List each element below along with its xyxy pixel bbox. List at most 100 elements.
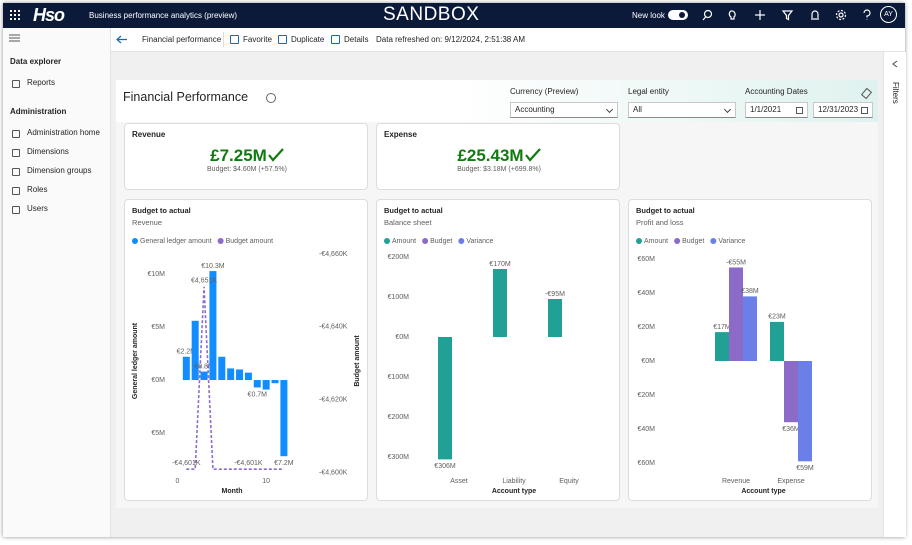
- nav-item[interactable]: Roles: [27, 185, 48, 194]
- legend-label: General ledger amount: [140, 238, 212, 245]
- x-tick-label: Liability: [502, 478, 526, 485]
- refresh-info: Data refreshed on: 9/12/2024, 2:51:38 AM: [376, 35, 525, 44]
- data-label: €38M: [741, 288, 759, 295]
- calendar-icon: [861, 107, 868, 114]
- legend-dot: [458, 238, 465, 244]
- filter-value: Accounting: [515, 105, 555, 114]
- x-axis-title: Account type: [492, 488, 536, 495]
- menu-icon[interactable]: [9, 34, 20, 42]
- y-tick-label: €100M: [388, 294, 410, 301]
- legend-label: Budget amount: [226, 238, 274, 245]
- bar: [182, 356, 190, 381]
- kpi-row: £25.43M: [377, 146, 621, 166]
- data-label: €10.3M: [201, 263, 225, 270]
- x-tick-label: 10: [262, 478, 270, 485]
- chart-title: Budget to actual: [636, 206, 695, 215]
- waffle-icon[interactable]: [10, 10, 21, 21]
- filter-dropdown[interactable]: All: [628, 102, 736, 118]
- y-tick-label: €10M: [147, 271, 165, 278]
- kpi-value: £25.43M: [457, 146, 524, 165]
- top-bar: Hso Business performance analytics (prev…: [3, 3, 905, 28]
- help-icon[interactable]: [266, 93, 276, 103]
- kpi-card: Revenue £7.25M Budget: $4.60M (+57.5%): [124, 123, 368, 190]
- date-input[interactable]: 12/31/2023: [813, 102, 873, 118]
- bar: [236, 369, 244, 381]
- bar: [729, 267, 743, 361]
- nav-item[interactable]: Dimension groups: [27, 166, 92, 175]
- action[interactable]: Details: [344, 35, 369, 44]
- chart-title: Budget to actual: [132, 206, 191, 215]
- nav-icon: [12, 80, 20, 88]
- avatar[interactable]: AY: [880, 6, 897, 23]
- y-axis-title: General ledger amount: [132, 322, 139, 399]
- y-tick-label: €60M: [637, 460, 655, 467]
- y-tick-label: €20M: [637, 392, 655, 399]
- action-icon: [331, 35, 340, 44]
- data-label: €170M: [489, 261, 511, 268]
- section-title: Data explorer: [10, 57, 62, 66]
- y-tick-label: €40M: [637, 290, 655, 297]
- x-tick-label: 0: [175, 478, 179, 485]
- section-title: Administration: [10, 107, 67, 116]
- x-axis-title: Month: [222, 488, 243, 495]
- calendar-icon: [796, 107, 803, 114]
- new-look-toggle[interactable]: [668, 10, 688, 20]
- date-input[interactable]: 1/1/2021: [745, 102, 808, 118]
- action-icon: [278, 35, 287, 44]
- y-tick-label: €40M: [637, 426, 655, 433]
- chart-subtitle: Balance sheet: [384, 218, 432, 227]
- nav-item[interactable]: Administration home: [27, 128, 100, 137]
- filter-value: All: [633, 105, 642, 114]
- nav-item[interactable]: Dimensions: [27, 147, 69, 156]
- data-label: -€4,601K: [234, 460, 263, 467]
- toolbar: Financial performance Data refreshed on:…: [111, 28, 905, 52]
- check-mark: [267, 148, 284, 162]
- legend-label: Budget: [430, 238, 452, 245]
- legend-dot: [710, 238, 717, 244]
- nav-icon: [12, 187, 20, 195]
- chart: Budget to actual Profit and loss Amount Bud…: [636, 206, 814, 495]
- date-value: 1/1/2021: [750, 105, 782, 114]
- filters-title[interactable]: Filters: [891, 82, 900, 104]
- legend-dot: [132, 238, 138, 244]
- page-name[interactable]: Financial performance: [142, 35, 222, 44]
- nav-icon: [12, 149, 20, 157]
- x-tick-label: Asset: [450, 478, 468, 485]
- action[interactable]: Favorite: [243, 35, 272, 44]
- chart-subtitle: Profit and loss: [636, 218, 684, 227]
- filter-dropdown[interactable]: Accounting: [510, 102, 618, 118]
- nav-item[interactable]: Users: [27, 204, 48, 213]
- filter-label: Accounting Dates: [745, 87, 808, 96]
- chevron: [723, 105, 732, 114]
- action[interactable]: Duplicate: [291, 35, 325, 44]
- kpi-budget: Budget: $3.18M (+699.8%): [457, 166, 541, 173]
- y-tick-label: €60M: [637, 256, 655, 263]
- bar: [253, 380, 261, 388]
- kpi-value: £7.25M: [210, 146, 267, 165]
- bar: [548, 299, 562, 337]
- date-value: 12/31/2023: [818, 105, 859, 114]
- data-label: €0.8M: [194, 363, 214, 370]
- chart-card: Budget to actual Revenue General ledger am…: [124, 199, 368, 501]
- back-icon[interactable]: [116, 35, 127, 44]
- bar: [438, 337, 452, 460]
- kpi-title: Expense: [384, 130, 417, 139]
- y-tick-label: €200M: [388, 254, 410, 261]
- sidebar: Data explorer Reports Administration Admini…: [3, 28, 111, 537]
- legend-dot: [674, 238, 681, 244]
- data-label: €0.7M: [248, 391, 268, 398]
- y2-tick-label: -€4,640K: [319, 324, 348, 331]
- data-label: €59M: [796, 465, 814, 472]
- logo[interactable]: Hso: [33, 5, 65, 25]
- y2-axis-title: Budget amount: [354, 335, 361, 387]
- chart-card: Budget to actual Balance sheet Amount Budge…: [376, 199, 620, 501]
- legend-label: Amount: [392, 238, 416, 245]
- collapse-icon[interactable]: [892, 60, 898, 68]
- y2-tick-label: -€4,600K: [319, 470, 348, 477]
- bar: [280, 380, 288, 457]
- x-tick-label: Equity: [559, 478, 579, 485]
- bar: [743, 296, 757, 361]
- y2-tick-label: -€4,660K: [319, 251, 348, 258]
- nav-item[interactable]: Reports: [27, 78, 56, 87]
